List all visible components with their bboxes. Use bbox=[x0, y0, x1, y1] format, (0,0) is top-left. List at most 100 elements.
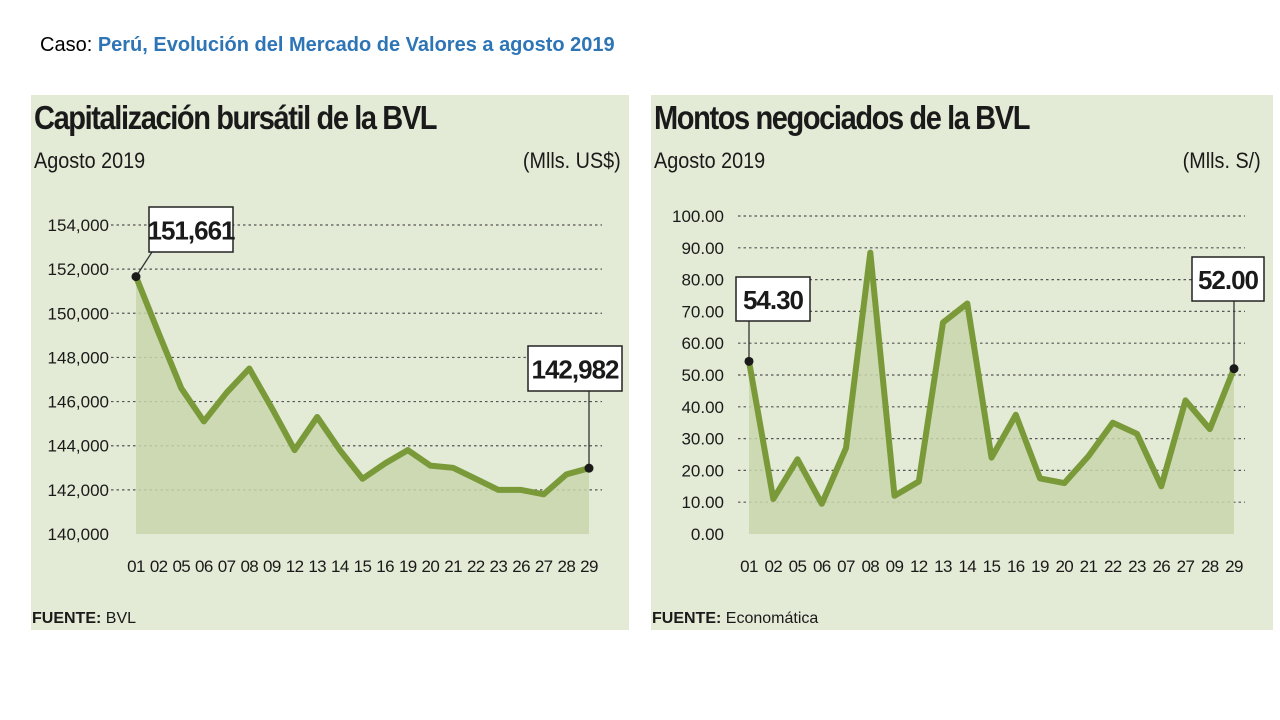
chart-subtitle: Agosto 2019 bbox=[34, 148, 146, 173]
data-point bbox=[314, 414, 320, 420]
y-tick-label: 20.00 bbox=[681, 461, 724, 480]
x-tick-label: 05 bbox=[789, 557, 807, 576]
data-point bbox=[563, 471, 569, 477]
y-tick-label: 0.00 bbox=[691, 525, 724, 544]
data-point bbox=[360, 476, 366, 482]
x-tick-label: 29 bbox=[1225, 557, 1243, 576]
source-value: Economática bbox=[725, 610, 819, 627]
data-point bbox=[1207, 426, 1213, 432]
data-point bbox=[1110, 420, 1116, 426]
data-point bbox=[1061, 480, 1067, 486]
x-tick-label: 07 bbox=[837, 557, 855, 576]
x-tick-label: 14 bbox=[331, 557, 349, 576]
data-point bbox=[892, 493, 898, 499]
x-tick-label: 27 bbox=[535, 557, 553, 576]
chart-canvas-capitalizacion: 154,000 152,000 150,000 148,000 146,000 144,0… bbox=[48, 206, 623, 576]
x-tick-label: 12 bbox=[286, 557, 304, 576]
annotation-box bbox=[735, 276, 811, 322]
x-tick-label: 19 bbox=[1031, 557, 1049, 576]
y-tick-label: 80.00 bbox=[681, 271, 724, 290]
x-tick-label: 21 bbox=[1080, 557, 1098, 576]
data-point bbox=[473, 476, 479, 482]
y-tick-label: 144,000 bbox=[48, 437, 109, 456]
source-label: FUENTE: bbox=[652, 610, 722, 627]
chart-canvas-montos: 100.00 90.00 80.00 70.00 60.00 50.00 40.00 30.0… bbox=[672, 207, 1265, 576]
data-point bbox=[964, 301, 970, 307]
x-tick-label: 23 bbox=[490, 557, 508, 576]
x-tick-label: 21 bbox=[444, 557, 462, 576]
annotation-dot bbox=[584, 463, 594, 473]
area-fill bbox=[136, 276, 589, 534]
x-tick-label: 01 bbox=[127, 557, 145, 576]
x-tick-label: 05 bbox=[172, 557, 190, 576]
source-value: BVL bbox=[105, 610, 137, 627]
y-tick-label: 152,000 bbox=[48, 260, 109, 279]
x-tick-label: 13 bbox=[934, 557, 952, 576]
x-tick-label: 09 bbox=[886, 557, 904, 576]
x-tick-label: 07 bbox=[218, 557, 236, 576]
x-tick-label: 16 bbox=[1007, 557, 1025, 576]
annotation-box bbox=[527, 345, 623, 392]
x-tick-label: 23 bbox=[1128, 557, 1146, 576]
x-tick-label: 26 bbox=[1152, 557, 1170, 576]
area-fill bbox=[749, 252, 1234, 534]
x-tick-label: 09 bbox=[263, 557, 281, 576]
data-point bbox=[843, 445, 849, 451]
case-title: Caso: Perú, Evolución del Mercado de Val… bbox=[40, 34, 615, 57]
annotation-connector bbox=[135, 251, 153, 277]
y-tick-label: 40.00 bbox=[681, 398, 724, 417]
data-point bbox=[1158, 483, 1164, 489]
annotation-label: 142,982 bbox=[532, 355, 620, 385]
x-tick-label: 02 bbox=[764, 557, 782, 576]
y-tick-label: 146,000 bbox=[48, 393, 109, 412]
chart-panel-capitalizacion: Capitalización bursátil de la BVL Agosto… bbox=[31, 95, 629, 630]
series-line bbox=[746, 249, 1237, 507]
data-point bbox=[1086, 453, 1092, 459]
data-point bbox=[156, 330, 162, 336]
data-point bbox=[541, 491, 547, 497]
x-tick-label: 26 bbox=[512, 557, 530, 576]
x-tick-label: 15 bbox=[354, 557, 372, 576]
y-tick-label: 154,000 bbox=[48, 216, 109, 235]
data-point bbox=[246, 366, 252, 372]
x-tick-label: 20 bbox=[1055, 557, 1073, 576]
x-tick-label: 06 bbox=[813, 557, 831, 576]
x-tick-label: 12 bbox=[910, 557, 928, 576]
data-point bbox=[450, 465, 456, 471]
x-tick-label: 06 bbox=[195, 557, 213, 576]
data-point bbox=[405, 447, 411, 453]
data-point bbox=[337, 447, 343, 453]
data-point bbox=[1037, 475, 1043, 481]
chart-subtitle: Agosto 2019 bbox=[654, 148, 766, 173]
data-point bbox=[224, 390, 230, 396]
case-title-highlight: Perú, Evolución del Mercado de Valores a… bbox=[97, 34, 615, 56]
data-point bbox=[269, 405, 275, 411]
x-tick-label: 15 bbox=[983, 557, 1001, 576]
chart-unit: (Mlls. S/) bbox=[1182, 148, 1261, 173]
y-tick-label: 70.00 bbox=[681, 302, 724, 321]
data-point bbox=[427, 463, 433, 469]
chart-title: Montos negociados de la BVL bbox=[654, 99, 1030, 136]
data-point bbox=[518, 487, 524, 493]
chart-source: FUENTE: Economática bbox=[652, 610, 818, 628]
data-point bbox=[201, 418, 207, 424]
data-point bbox=[940, 320, 946, 326]
data-point bbox=[178, 385, 184, 391]
data-point bbox=[819, 501, 825, 507]
data-point bbox=[795, 456, 801, 462]
x-tick-label: 16 bbox=[376, 557, 394, 576]
x-tick-label: 28 bbox=[558, 557, 576, 576]
data-point bbox=[292, 447, 298, 453]
y-tick-label: 50.00 bbox=[681, 366, 724, 385]
x-tick-label: 13 bbox=[308, 557, 326, 576]
y-tick-label: 140,000 bbox=[48, 525, 109, 544]
annotation-dot bbox=[131, 272, 141, 282]
y-tick-label: 10.00 bbox=[681, 493, 724, 512]
data-point bbox=[1013, 412, 1019, 418]
source-label: FUENTE: bbox=[32, 610, 102, 627]
annotation-label: 52.00 bbox=[1198, 265, 1259, 295]
annotation-label: 54.30 bbox=[743, 285, 804, 315]
y-tick-label: 90.00 bbox=[681, 239, 724, 258]
data-point bbox=[867, 250, 873, 256]
x-tick-label: 27 bbox=[1177, 557, 1195, 576]
